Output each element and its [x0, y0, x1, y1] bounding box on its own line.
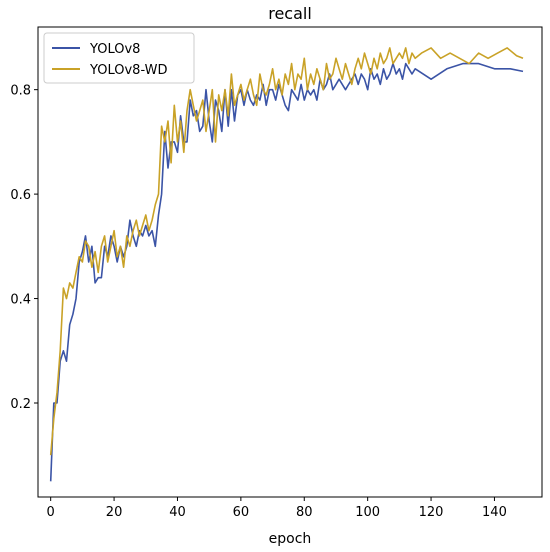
x-tick-label: 20	[106, 505, 123, 520]
legend: YOLOv8 YOLOv8-WD	[43, 32, 195, 84]
x-tick-label: 80	[296, 505, 313, 520]
chart-title: recall	[268, 4, 312, 23]
series-lines	[49, 47, 524, 482]
legend-box	[43, 32, 195, 84]
axis-ticks: 0 20 40 60 80 100 120 140 0.2 0.4 0.6 0.8	[10, 84, 507, 520]
series-line-yolov8	[49, 62, 524, 482]
x-tick-label: 120	[419, 505, 444, 520]
legend-label-yolov8-wd: YOLOv8-WD	[89, 63, 167, 78]
legend-label-yolov8: YOLOv8	[89, 42, 140, 57]
x-tick-label: 40	[169, 505, 186, 520]
y-tick-label: 0.2	[10, 397, 31, 412]
series-line-yolov8-wd	[49, 47, 524, 456]
x-tick-label: 100	[355, 505, 380, 520]
y-tick-label: 0.8	[10, 84, 31, 99]
y-tick-label: 0.4	[10, 293, 31, 308]
x-tick-label: 140	[482, 505, 507, 520]
plot-frame	[37, 26, 543, 498]
x-axis-label: epoch	[269, 531, 312, 547]
x-tick-label: 0	[47, 505, 55, 520]
y-tick-label: 0.6	[10, 188, 31, 203]
x-tick-label: 60	[233, 505, 250, 520]
